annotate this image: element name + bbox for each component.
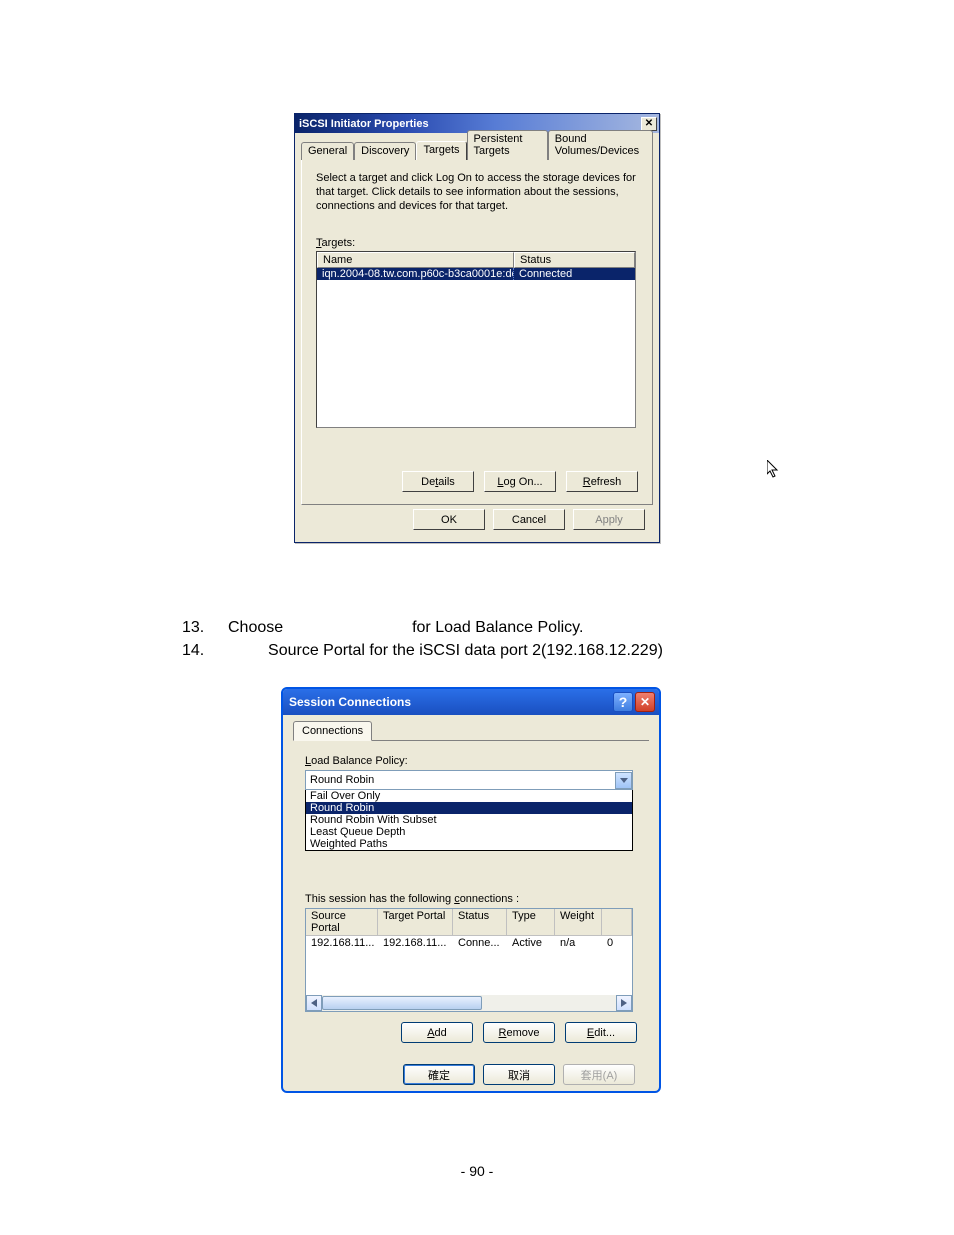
load-balance-combo[interactable]: Round Robin <box>305 770 633 790</box>
cursor-icon <box>767 460 781 480</box>
cancel-button[interactable]: Cancel <box>493 509 565 530</box>
targets-label: Targets: <box>316 237 638 249</box>
titlebar[interactable]: Session Connections ? ✕ <box>283 689 659 715</box>
target-row[interactable]: iqn.2004-08.tw.com.p60c-b3ca0001e:def...… <box>317 268 635 280</box>
apply-button: Apply <box>573 509 645 530</box>
tab-targets[interactable]: Targets <box>416 141 466 160</box>
tab-general[interactable]: General <box>301 142 354 160</box>
tab-persistent[interactable]: Persistent Targets <box>467 130 548 160</box>
tab-discovery[interactable]: Discovery <box>354 142 416 160</box>
session-connections-dialog: Session Connections ? ✕ Connections Load… <box>281 687 661 1093</box>
remove-button[interactable]: Remove <box>483 1022 555 1043</box>
connections-table[interactable]: Source Portal Target Portal Status Type … <box>305 908 633 1012</box>
option-weighted-paths[interactable]: Weighted Paths <box>306 838 632 850</box>
help-icon[interactable]: ? <box>613 692 633 712</box>
dialog-footer: OK Cancel Apply <box>301 505 653 536</box>
option-fail-over[interactable]: Fail Over Only <box>306 790 632 802</box>
combo-value: Round Robin <box>310 774 374 786</box>
list-item-14: 14. Source Portal for the iSCSI data por… <box>182 640 663 663</box>
list-item-13: 13. Choose for Load Balance Policy. <box>182 617 663 640</box>
scroll-left-icon[interactable] <box>306 995 322 1011</box>
column-type[interactable]: Type <box>507 909 555 936</box>
load-balance-dropdown[interactable]: Fail Over Only Round Robin Round Robin W… <box>305 790 633 851</box>
cell-source-portal: 192.168.11... <box>306 936 378 950</box>
target-status: Connected <box>514 268 635 280</box>
dialog-title: iSCSI Initiator Properties <box>297 118 429 130</box>
connections-label: This session has the following connectio… <box>305 893 637 905</box>
table-header: Source Portal Target Portal Status Type … <box>306 909 632 936</box>
refresh-button[interactable]: Refresh <box>566 471 638 492</box>
column-source-portal[interactable]: Source Portal <box>306 909 378 936</box>
load-balance-label: Load Balance Policy: <box>305 755 637 767</box>
option-round-robin[interactable]: Round Robin <box>306 802 632 814</box>
tab-strip: General Discovery Targets Persistent Tar… <box>301 139 653 159</box>
tab-panel-targets: Select a target and click Log On to acce… <box>301 159 653 505</box>
cell-extra: 0 <box>602 936 632 950</box>
list-number: 14. <box>182 640 228 663</box>
edit-button[interactable]: Edit... <box>565 1022 637 1043</box>
target-name: iqn.2004-08.tw.com.p60c-b3ca0001e:def... <box>317 268 514 280</box>
titlebar-buttons: ? ✕ <box>613 692 655 712</box>
column-status[interactable]: Status <box>453 909 507 936</box>
scroll-track[interactable] <box>322 995 616 1011</box>
column-status[interactable]: Status <box>514 252 635 268</box>
column-target-portal[interactable]: Target Portal <box>378 909 453 936</box>
table-row[interactable]: 192.168.11... 192.168.11... Conne... Act… <box>306 936 632 950</box>
cell-target-portal: 192.168.11... <box>378 936 453 950</box>
column-extra[interactable] <box>602 909 632 936</box>
column-name[interactable]: Name <box>317 252 514 268</box>
targets-button-row: Details Log On... Refresh <box>402 471 638 492</box>
connections-panel: Load Balance Policy: Round Robin Fail Ov… <box>293 740 649 1060</box>
targets-listview[interactable]: Name Status iqn.2004-08.tw.com.p60c-b3ca… <box>316 251 636 428</box>
ok-button[interactable]: OK <box>413 509 485 530</box>
dialog-title: Session Connections <box>289 695 411 709</box>
chevron-down-icon[interactable] <box>615 772 632 789</box>
dialog-body: General Discovery Targets Persistent Tar… <box>295 133 659 542</box>
cell-type: Active <box>507 936 555 950</box>
connection-button-row: Add Remove Edit... <box>305 1022 637 1043</box>
dialog-footer: 確定 取消 套用(A) <box>293 1060 649 1085</box>
add-button[interactable]: Add <box>401 1022 473 1043</box>
apply-button: 套用(A) <box>563 1064 635 1085</box>
cell-weight: n/a <box>555 936 602 950</box>
close-icon[interactable]: ✕ <box>635 692 655 712</box>
iscsi-properties-dialog: iSCSI Initiator Properties ✕ General Dis… <box>294 113 660 543</box>
close-icon[interactable]: ✕ <box>641 117 657 131</box>
option-rr-subset[interactable]: Round Robin With Subset <box>306 814 632 826</box>
option-least-queue[interactable]: Least Queue Depth <box>306 826 632 838</box>
scroll-right-icon[interactable] <box>616 995 632 1011</box>
logon-button[interactable]: Log On... <box>484 471 556 492</box>
cancel-button[interactable]: 取消 <box>483 1064 555 1085</box>
column-weight[interactable]: Weight <box>555 909 602 936</box>
ok-button[interactable]: 確定 <box>403 1064 475 1085</box>
details-button[interactable]: Details <box>402 471 474 492</box>
targets-description: Select a target and click Log On to acce… <box>316 172 638 213</box>
tab-bound-volumes[interactable]: Bound Volumes/Devices <box>548 130 653 160</box>
horizontal-scrollbar[interactable] <box>306 995 632 1011</box>
scroll-thumb[interactable] <box>322 996 482 1010</box>
tab-connections[interactable]: Connections <box>293 721 372 741</box>
listview-header: Name Status <box>317 252 635 268</box>
page-number: - 90 - <box>0 1163 954 1179</box>
dialog-body: Connections Load Balance Policy: Round R… <box>283 715 659 1093</box>
list-number: 13. <box>182 617 228 640</box>
cell-status: Conne... <box>453 936 507 950</box>
instruction-list: 13. Choose for Load Balance Policy. 14. … <box>182 617 663 662</box>
